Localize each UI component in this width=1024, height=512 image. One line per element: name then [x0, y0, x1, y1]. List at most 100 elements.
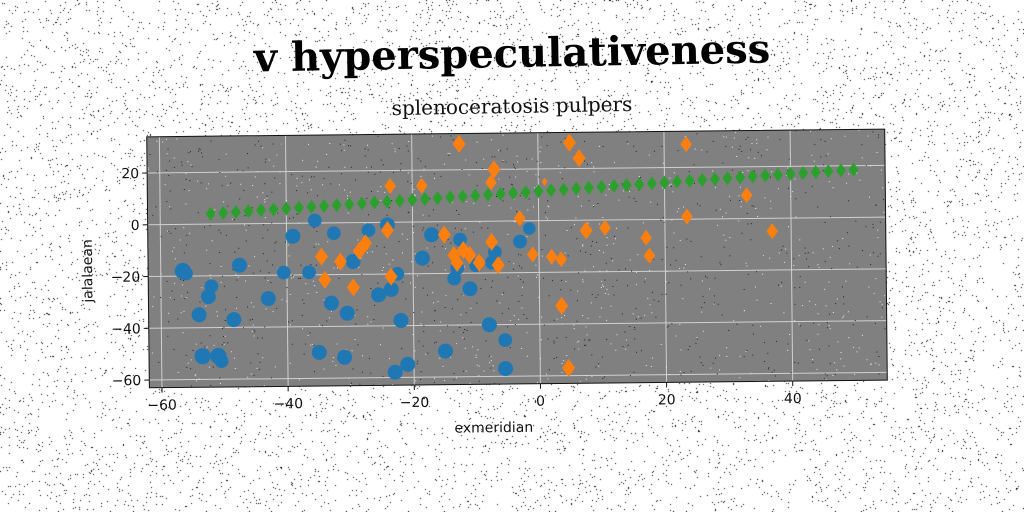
- plot-grain: [355, 323, 357, 325]
- plot-grain: [313, 344, 315, 346]
- plot-grain: [582, 245, 584, 247]
- plot-grain: [513, 164, 515, 166]
- plot-grain: [505, 161, 507, 163]
- plot-grain: [214, 209, 216, 211]
- data-point: [356, 196, 367, 211]
- plot-grain: [728, 195, 730, 197]
- plot-grain: [781, 249, 783, 251]
- plot-grain: [314, 285, 316, 287]
- plot-grain: [753, 170, 755, 172]
- plot-grain: [452, 139, 454, 141]
- plot-grain: [462, 337, 464, 339]
- plot-grain: [413, 188, 415, 190]
- plot-grain: [788, 158, 790, 160]
- plot-grain: [477, 349, 479, 351]
- plot-grain: [279, 183, 281, 185]
- plot-grain: [553, 340, 555, 342]
- plot-grain: [310, 189, 312, 191]
- plot-grain: [307, 192, 309, 194]
- plot-grain: [665, 293, 667, 295]
- plot-grain: [601, 280, 603, 282]
- plot-grain: [514, 167, 516, 169]
- plot-grain: [812, 252, 814, 254]
- plot-grain: [368, 222, 370, 224]
- plot-grain: [613, 161, 615, 163]
- plot-grain: [292, 274, 294, 276]
- plot-grain: [865, 164, 867, 166]
- plot-grain: [301, 314, 303, 317]
- plot-grain: [804, 281, 806, 283]
- plot-grain: [583, 339, 585, 341]
- plot-grain: [695, 343, 697, 345]
- plot-grain: [585, 251, 587, 253]
- plot-grain: [195, 374, 197, 376]
- plot-grain: [514, 323, 516, 325]
- plot-grain: [478, 380, 480, 382]
- plot-grain: [190, 385, 192, 387]
- plot-grain: [882, 187, 884, 189]
- x-axis-label: exmeridian: [454, 420, 533, 437]
- plot-grain: [167, 230, 169, 232]
- plot-grain: [185, 178, 187, 180]
- plot-grain: [576, 238, 578, 240]
- plot-grain: [288, 321, 290, 323]
- plot-grain: [595, 366, 597, 368]
- plot-grain: [160, 273, 162, 275]
- plot-grain: [169, 297, 171, 299]
- data-point: [432, 191, 443, 206]
- plot-grain: [739, 186, 741, 188]
- plot-grain: [434, 310, 436, 312]
- plot-grain: [183, 252, 185, 254]
- plot-grain: [526, 170, 528, 172]
- plot-grain: [217, 315, 219, 317]
- plot-grain: [680, 374, 682, 376]
- plot-grain: [273, 165, 275, 167]
- y-grid-line: [147, 164, 886, 174]
- plot-grain: [264, 183, 266, 185]
- plot-grain: [253, 335, 255, 337]
- plot-grain: [854, 320, 856, 322]
- plot-grain: [339, 143, 341, 145]
- plot-grain: [561, 317, 563, 319]
- plot-grain: [507, 276, 509, 278]
- plot-grain: [846, 182, 848, 184]
- plot-grain: [868, 286, 870, 288]
- data-point: [572, 149, 586, 168]
- plot-grain: [829, 363, 831, 365]
- plot-grain: [720, 264, 722, 266]
- plot-grain: [503, 292, 505, 294]
- plot-grain: [166, 280, 168, 282]
- plot-grain: [787, 167, 789, 169]
- plot-grain: [798, 255, 800, 257]
- data-point: [482, 187, 494, 202]
- plot-grain: [580, 205, 582, 207]
- plot-grain: [633, 197, 635, 199]
- plot-grain: [577, 272, 579, 274]
- plot-grain: [332, 357, 334, 359]
- plot-grain: [263, 224, 265, 226]
- plot-grain: [760, 155, 762, 157]
- plot-grain: [478, 375, 480, 377]
- plot-grain: [364, 155, 366, 157]
- plot-grain: [189, 180, 191, 182]
- data-point: [345, 253, 361, 269]
- plot-grain: [238, 247, 240, 249]
- plot-grain: [420, 378, 422, 380]
- plot-grain: [268, 159, 270, 161]
- plot-grain: [497, 149, 499, 151]
- plot-grain: [867, 135, 869, 137]
- plot-grain: [566, 230, 568, 232]
- plot-grain: [872, 131, 874, 133]
- plot-grain: [344, 189, 346, 191]
- plot-grain: [642, 222, 644, 224]
- plot-grain: [663, 221, 665, 223]
- plot-grain: [808, 266, 810, 268]
- plot-grain: [801, 305, 803, 307]
- plot-grain: [383, 246, 385, 248]
- plot-grain: [748, 157, 750, 159]
- plot-grain: [613, 235, 616, 237]
- plot-grain: [313, 371, 316, 373]
- x-tick-label: −40: [273, 396, 303, 412]
- plot-grain: [673, 247, 675, 249]
- plot-grain: [845, 280, 847, 282]
